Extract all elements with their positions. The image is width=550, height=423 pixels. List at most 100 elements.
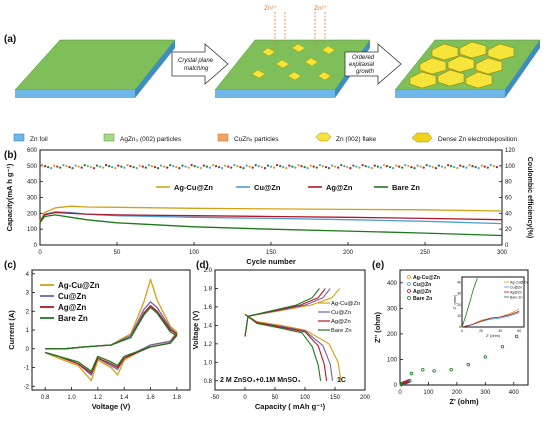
x-axis-label: Cycle number [246,257,296,266]
legend-swatch-dense-zn [411,132,433,143]
series-line-bare-zn [39,214,503,237]
inset-y-tick-label: 0 [459,325,461,329]
arrow1-line2: matching [184,66,209,72]
legend-label-1: Cu@Zn [254,183,281,192]
efficiency-point [352,164,355,167]
efficiency-point [447,164,450,167]
efficiency-point [471,165,474,168]
y-tick-label: 0 [34,243,38,249]
data-point [432,369,436,373]
x-tick-label: 0 [243,395,247,401]
legend-label-2: Ag@Zn [58,303,86,312]
efficiency-point [489,164,492,167]
data-point [399,382,404,386]
x-tick-label: -50 [211,395,220,401]
efficiency-point [376,165,379,168]
x-tick-label: 400 [509,390,520,396]
y2-tick-label: 120 [505,148,516,154]
efficiency-point [184,165,187,168]
inset-legend-label-0: Ag-Cu@Zn [510,281,528,285]
legend-label-agzn3: AgZn₃ (002) particles [120,136,182,143]
efficiency-point [364,165,367,168]
efficiency-point [343,165,346,168]
efficiency-point [95,164,99,167]
x-tick-label: 100 [189,250,200,256]
efficiency-point [379,166,382,169]
data-point [466,362,470,367]
efficiency-point [468,164,471,167]
efficiency-point [321,165,324,168]
inset-y-tick-label: 10 [457,314,461,318]
efficiency-point [385,165,389,168]
efficiency-point [178,167,181,170]
efficiency-point [68,166,71,169]
arrow-crystal-plane-matching: Crystal plane matching [171,43,229,85]
efficiency-point [349,167,352,170]
efficiency-point [169,164,172,167]
efficiency-point [273,166,276,169]
data-point [406,379,411,383]
series-line-bare-zn [45,306,178,372]
data-point [408,379,412,383]
x-tick-label: 50 [272,395,279,401]
efficiency-point [132,166,135,169]
zn-002-flakes-small [251,43,336,81]
inset-x-tick-label: 60 [517,329,521,333]
efficiency-point [211,164,215,167]
efficiency-point [105,164,108,167]
chart-b-cycling: 0 50 100 150 200 250 3000100200300400500600Cyc… [5,148,533,266]
y-axis-label: Voltage (V) [191,310,200,349]
plot-frame [31,269,191,391]
legend-label-2: Ag@Zn [326,183,353,192]
series-line-ag-cu-zn [39,205,503,222]
x-tick-label: 150 [330,395,341,401]
y-tick-label: 1 [26,328,30,334]
chart-c-cv: 0.8 1.0 1.2 1.4 1.6 1.8 -2 -1 0 1 2 3 4 Voltage (V) Cu… [7,269,191,411]
efficiency-point [74,164,77,167]
efficiency-point [156,167,160,170]
efficiency-point [77,165,80,168]
efficiency-point [218,166,221,169]
efficiency-point [163,165,166,168]
inset-series-3 [461,277,478,328]
legend-label-2: Ag@Zn [413,289,431,295]
y-axis-label: Z'' (ohm) [373,311,382,343]
legend-label-0: Ag-Cu@Zn [174,183,213,192]
efficiency-point [89,166,92,169]
legend-label-1: Cu@Zn [331,310,351,316]
legend-label-0: Ag-Cu@Zn [413,275,440,281]
efficiency-point [108,165,111,168]
inset-y-tick-label: 20 [457,303,461,307]
inset-y-axis-label: Z'' (ohm) [453,294,457,309]
y-tick-label: 1.2 [204,342,213,348]
x-tick-label: 0.8 [41,395,50,401]
legend-marker-2 [407,289,411,293]
efficiency-point [65,165,68,168]
efficiency-point [413,167,416,170]
efficiency-point [141,165,144,168]
inset-y-tick-label: 40 [457,281,461,285]
efficiency-point [431,166,434,169]
efficiency-point [56,165,59,168]
x-axis-label: Voltage (V) [92,402,131,411]
data-point [500,345,505,349]
efficiency-point [346,166,349,169]
annotation-electrolyte: 2 M ZnSO₄+0.1M MnSO₄ [220,377,301,384]
efficiency-point [370,167,373,170]
efficiency-point [224,164,227,167]
series-line-ag-zn [244,313,328,381]
efficiency-point [44,165,47,168]
y-tick-label: 1.6 [204,305,213,311]
efficiency-point [282,166,285,169]
series-line-bare-zn [244,313,322,381]
coulombic-efficiency-points [40,164,498,170]
x-tick-label: 200 [452,390,463,396]
efficiency-point [495,166,498,169]
y2-tick-label: 100 [505,164,516,170]
efficiency-point [120,165,123,168]
y-tick-label: 2.0 [204,268,213,274]
efficiency-point [324,166,328,169]
legend-label-1: Cu@Zn [58,292,86,301]
chart-d-gcd: -50 0 50 100 150 200 0.8 1.0 1.2 1.4 1.6 1.8 2.0 Capa… [191,268,371,411]
